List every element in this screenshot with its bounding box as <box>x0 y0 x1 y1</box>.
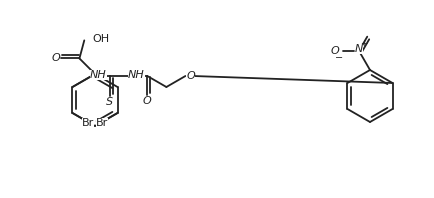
Text: O: O <box>143 96 152 106</box>
Text: OH: OH <box>92 34 109 44</box>
Text: +: + <box>360 39 368 49</box>
Text: S: S <box>106 97 113 107</box>
Text: NH: NH <box>128 70 145 80</box>
Text: Br: Br <box>95 118 108 128</box>
Text: N: N <box>355 44 363 54</box>
Text: O: O <box>51 53 60 63</box>
Text: O: O <box>186 71 195 81</box>
Text: O: O <box>331 46 340 56</box>
Text: −: − <box>335 53 343 63</box>
Text: Br: Br <box>82 118 94 128</box>
Text: NH: NH <box>90 70 107 80</box>
